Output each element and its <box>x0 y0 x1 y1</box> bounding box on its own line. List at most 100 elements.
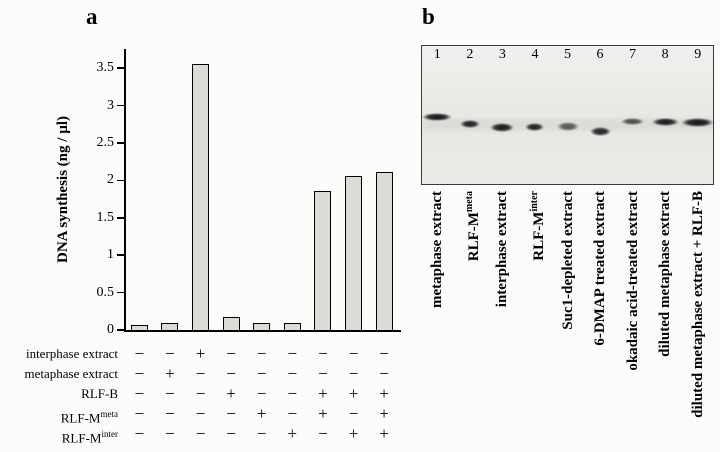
y-tick <box>117 179 124 182</box>
y-tick-label: 0.5 <box>96 284 115 300</box>
y-axis-line <box>124 49 126 332</box>
matrix-sign: − <box>134 404 145 423</box>
matrix-sign: − <box>165 384 175 403</box>
matrix-sign: − <box>348 404 359 423</box>
matrix-sign: − <box>165 404 175 423</box>
matrix-sign: − <box>287 384 298 403</box>
matrix-sign: + <box>379 424 389 443</box>
y-tick <box>117 67 124 69</box>
matrix-sign: + <box>226 384 236 403</box>
gel-band <box>459 120 480 128</box>
gel-lane-label: interphase extract <box>494 191 511 308</box>
y-tick-label: 3.5 <box>96 60 115 76</box>
matrix-sign: − <box>318 424 328 443</box>
matrix-sign: + <box>348 424 359 443</box>
matrix-sign: + <box>379 384 389 403</box>
y-tick <box>117 104 124 107</box>
gel-lane-label: Suc1-depleted extract <box>559 191 576 330</box>
gel-lane-label: metaphase extract <box>429 191 446 309</box>
matrix-sign: − <box>226 344 236 363</box>
gel-lane-number: 4 <box>531 47 539 62</box>
gel-lane-number: 2 <box>466 47 474 62</box>
y-tick-label: 3 <box>107 97 114 113</box>
y-tick-label: 1 <box>107 247 114 263</box>
matrix-row-label: RLF-B <box>81 386 118 401</box>
matrix-sign: − <box>256 344 267 363</box>
gel-band <box>651 118 679 126</box>
matrix-sign: − <box>379 344 389 363</box>
y-tick-label: 2.5 <box>96 135 115 150</box>
matrix-sign: + <box>287 424 298 443</box>
gel-band <box>621 117 645 125</box>
gel-lane-label: 6-DMAP treated extract <box>592 191 609 346</box>
y-tick <box>117 329 124 331</box>
matrix-sign: − <box>226 364 236 383</box>
matrix-row-label: metaphase extract <box>24 366 118 381</box>
gel-lane-number: 7 <box>629 47 637 62</box>
matrix-sign: + <box>195 344 206 363</box>
matrix-sign: − <box>379 364 389 383</box>
gel-lane-label: diluted metaphase extract + RLF-B <box>689 191 706 418</box>
matrix-sign: − <box>134 384 145 403</box>
matrix-sign: − <box>256 384 267 403</box>
matrix-sign: − <box>134 424 145 443</box>
gel-band <box>422 113 453 121</box>
gel-blot <box>421 45 714 185</box>
bar <box>253 323 271 330</box>
panel-a-label: a <box>86 4 98 29</box>
matrix-sign: − <box>195 424 206 443</box>
matrix-sign: + <box>379 404 389 423</box>
matrix-sign: − <box>165 344 175 363</box>
matrix-sign: − <box>134 344 145 363</box>
matrix-sign: − <box>165 424 175 443</box>
gel-lane-label: diluted metaphase extract <box>657 191 674 357</box>
matrix-sign: − <box>226 424 236 443</box>
matrix-sign: − <box>287 364 298 383</box>
bar <box>192 64 209 330</box>
matrix-sign: − <box>195 364 206 383</box>
bar <box>130 324 148 330</box>
matrix-sign: − <box>287 404 298 423</box>
matrix-row-label: RLF-Minter <box>61 429 118 446</box>
matrix-sign: + <box>256 404 267 423</box>
matrix-sign: − <box>318 344 328 363</box>
y-tick <box>117 254 124 256</box>
matrix-sign: + <box>318 384 328 403</box>
y-tick-label: 1.5 <box>96 209 115 225</box>
bar <box>283 323 301 330</box>
y-tick <box>117 291 124 294</box>
bar <box>161 322 179 330</box>
matrix-row-label: interphase extract <box>25 346 118 361</box>
bar <box>345 175 362 330</box>
matrix-sign: − <box>256 424 267 443</box>
matrix-sign: + <box>318 404 328 423</box>
matrix-sign: − <box>287 344 298 363</box>
y-tick <box>117 142 124 144</box>
gel-lane-label: RLF-Minter <box>528 191 547 261</box>
matrix-sign: − <box>348 364 359 383</box>
gel-lane-number: 1 <box>433 47 441 62</box>
matrix-sign: − <box>256 364 267 383</box>
matrix-sign: − <box>195 404 206 423</box>
gel-lane-number: 5 <box>564 47 571 62</box>
matrix-sign: − <box>226 404 236 423</box>
y-tick <box>117 217 124 219</box>
gel-lane-number: 3 <box>498 47 506 62</box>
x-axis-line <box>124 330 401 332</box>
bar <box>375 172 393 330</box>
gel-band <box>681 117 715 127</box>
matrix-row-label: RLF-Mmeta <box>60 409 118 426</box>
gel-band <box>556 121 579 131</box>
bar <box>314 190 332 330</box>
matrix-sign: − <box>348 344 359 363</box>
gel-band <box>525 123 545 131</box>
gel-lane-number: 6 <box>596 47 604 62</box>
matrix-sign: + <box>348 384 359 403</box>
matrix-sign: − <box>195 384 206 403</box>
gel-lane-label: RLF-Mmeta <box>463 191 482 262</box>
gel-lane-number: 9 <box>694 47 702 62</box>
